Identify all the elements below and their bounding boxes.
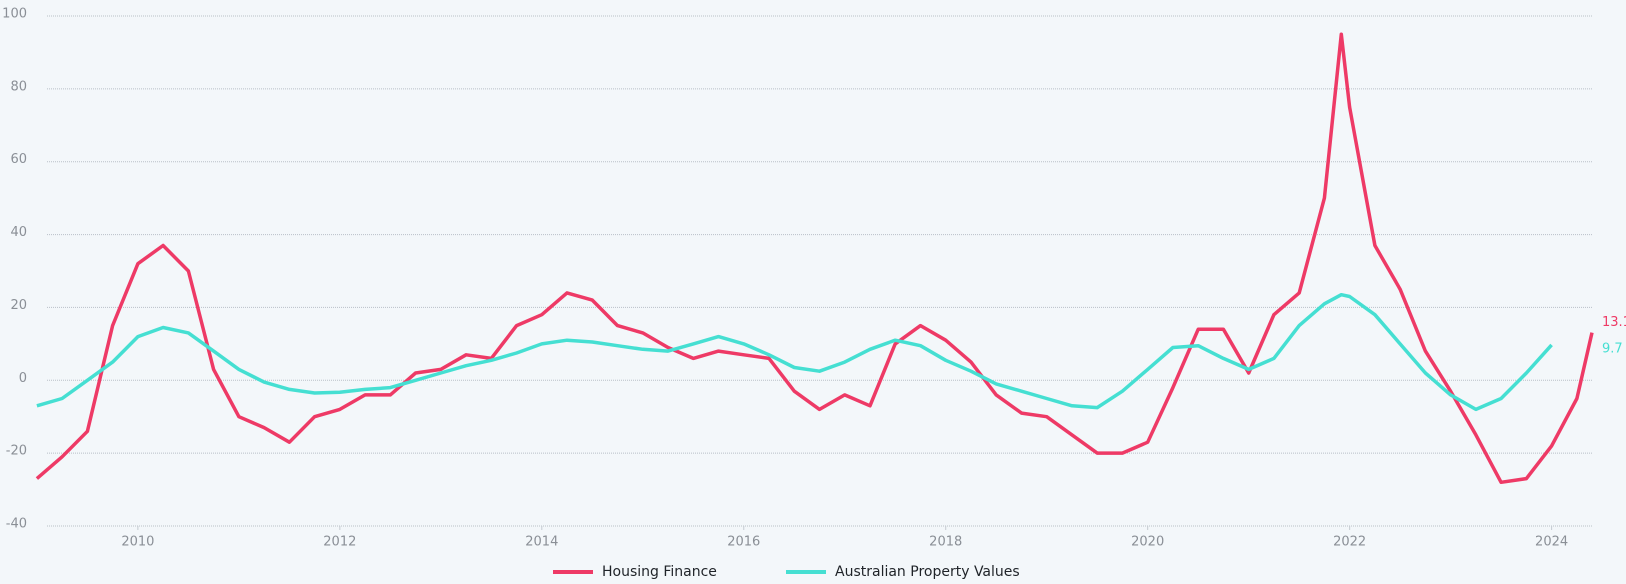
x-tick-label: 2024 [1535,535,1568,550]
x-tick-label: 2018 [929,535,962,550]
line-series [35,32,1594,485]
legend-label: Australian Property Values [835,564,1020,580]
end-label: 13.1 [1602,315,1626,330]
x-tick-label: 2012 [323,535,356,550]
y-tick-label: -20 [6,444,27,459]
end-label: 9.7 [1602,341,1623,356]
x-tick-label: 2020 [1131,535,1164,550]
y-tick-label: 60 [10,152,27,167]
x-tick-label: 2014 [525,535,558,550]
y-tick-label: 100 [2,7,27,22]
x-tick-label: 2010 [121,535,154,550]
y-tick-label: 40 [10,225,27,240]
legend-label: Housing Finance [602,564,717,580]
y-tick-label: 80 [10,79,27,94]
x-tick-label: 2016 [727,535,760,550]
y-tick-label: 0 [19,371,27,386]
line-series [36,292,1553,412]
y-tick-label: 20 [10,298,27,313]
y-tick-label: -40 [6,517,27,532]
x-tick-label: 2022 [1333,535,1366,550]
